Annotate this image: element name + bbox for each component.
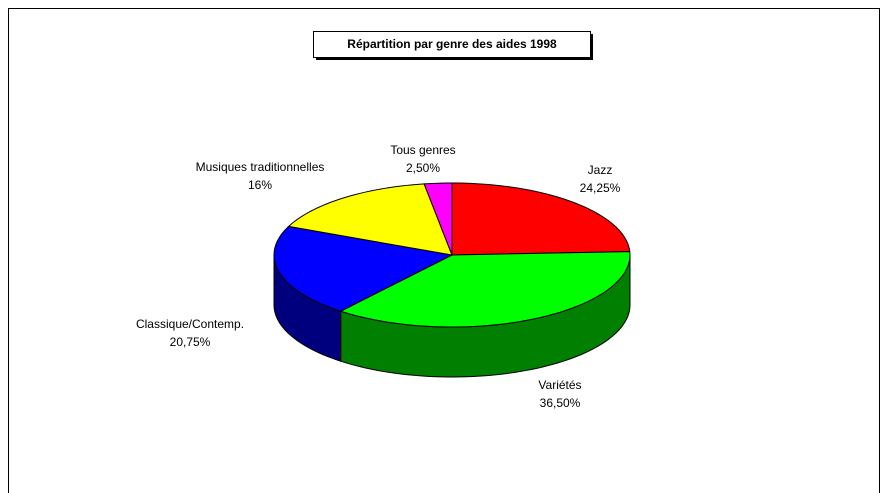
- chart-frame: [8, 8, 880, 493]
- chart-title: Répartition par genre des aides 1998: [347, 37, 557, 51]
- slice-value-label: 36,50%: [540, 396, 581, 410]
- slice-label: Tous genres: [390, 143, 455, 157]
- slice-label: Jazz: [588, 163, 613, 177]
- slice-label: Musiques traditionnelles: [196, 160, 325, 174]
- slice-value-label: 24,25%: [580, 181, 621, 195]
- slice: [339, 251, 631, 328]
- slice-value-label: 2,50%: [406, 161, 440, 175]
- slice-value-label: 16%: [248, 178, 272, 192]
- slice: [423, 182, 453, 256]
- slice: [287, 183, 453, 256]
- slice-label: Classique/Contemp.: [136, 317, 244, 331]
- slice-label: Variétés: [538, 378, 581, 392]
- title-box: [313, 31, 591, 58]
- slice: [451, 182, 631, 256]
- slice-value-label: 20,75%: [170, 335, 211, 349]
